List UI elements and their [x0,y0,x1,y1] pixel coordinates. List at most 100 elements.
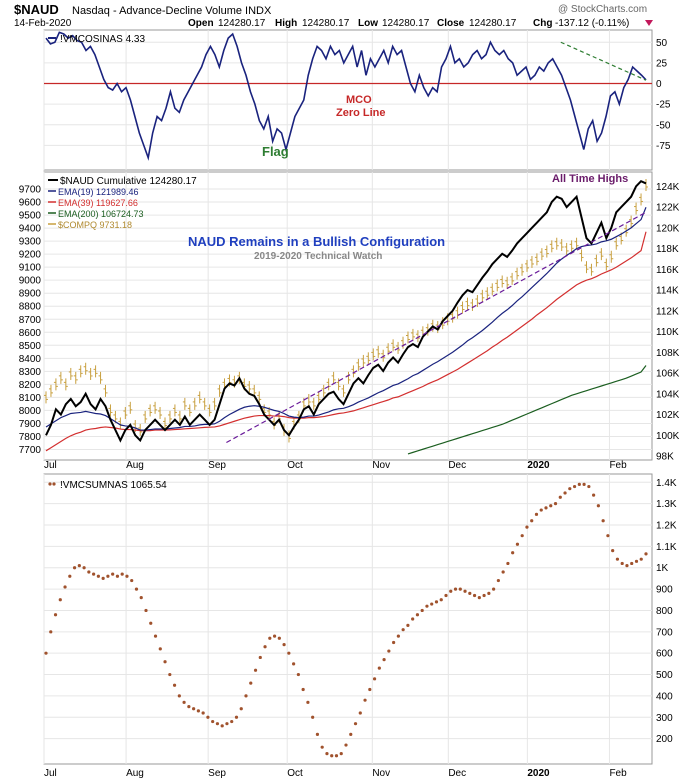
sum-y-tick: 900 [656,585,673,596]
price-left-tick: 8200 [19,380,42,391]
sum-point [525,525,529,529]
mco-y-tick: 50 [656,38,668,49]
close-value: 124280.17 [469,18,517,29]
sum-point [96,574,100,578]
sum-point [482,593,486,598]
price-right-tick: 122K [656,203,680,214]
x-tick-label: Jul [44,460,57,471]
sum-point [515,542,520,546]
sum-point [330,754,334,758]
price-left-tick: 7800 [19,432,42,443]
sum-point [468,591,472,595]
sum-point [587,484,591,489]
compq-bars [44,178,648,443]
sum-point [292,662,296,666]
x-tick-label: 2020 [527,460,550,471]
sum-point [139,596,143,600]
price-left-tick: 9400 [19,224,42,235]
sum-point [420,608,424,613]
sum-point [387,649,391,653]
date: 14-Feb-2020 [14,18,72,29]
mco-legend: !VMCOSINAS 4.33 [60,34,145,45]
sum-y-tick: 500 [656,670,673,681]
sum-point [644,552,648,556]
symbol: $NAUD [14,2,59,17]
sum-point [287,651,291,655]
sum-point [558,495,562,499]
sum-point [272,634,277,638]
sum-legend-swatch-2 [52,482,56,486]
sum-point [634,559,639,563]
sum-point [230,719,234,724]
high-label: High [275,18,297,29]
price-right-tick: 110K [656,327,679,338]
low-label: Low [358,18,378,29]
sum-point [449,589,453,593]
price-right-tick: 98K [656,452,674,463]
down-arrow-icon [645,20,653,26]
sum-legend: !VMCSUMNAS 1065.54 [60,480,167,491]
sum-point [49,630,53,634]
x-tick-label: Oct [287,768,303,779]
mco-trendline [560,41,647,81]
mco-y-tick: 25 [656,58,668,69]
sum-point [353,722,358,726]
sum-point [444,593,448,598]
ema200-line [407,365,647,455]
index-name: Nasdaq - Advance-Decline Volume INDX [72,5,272,17]
sum-point [401,628,405,632]
sum-point [192,707,196,711]
sum-point [106,574,110,578]
sum-point [82,566,86,570]
sum-point [320,745,324,749]
sum-point [568,487,572,491]
sum-point [534,512,539,516]
price-legend: $NAUD Cumulative 124280.17 EMA(19) 12198… [48,176,197,230]
sum-point [496,578,500,583]
open-label: Open [188,18,214,29]
sum-point [149,621,153,625]
sum-point [153,634,158,638]
sum-point [630,561,634,566]
sum-point [92,572,96,576]
price-right-tick: 120K [656,223,680,234]
sum-point [501,570,505,574]
price-title: NAUD Remains in a Bullish Configuration [188,234,445,249]
price-right-tick: 114K [656,286,679,297]
sum-point [115,574,120,578]
sum-point [472,593,477,598]
sum-y-tick: 400 [656,691,673,702]
sum-point [453,587,458,591]
sum-point [492,587,496,591]
sum-point [125,574,129,578]
sum-point [615,557,620,561]
mco-panel [43,29,653,171]
sum-y-tick: 1.2K [656,521,677,532]
price-left-tick: 9000 [19,276,42,287]
legend-ema19: EMA(19) 121989.46 [58,187,139,197]
price-left-tick: 8700 [19,315,42,326]
x-tick-label: Dec [448,768,466,779]
sum-point [172,683,177,687]
sum-legend-swatch [48,482,52,486]
mco-y-tick: -75 [656,141,671,152]
sum-point [301,687,305,692]
sum-point [349,732,353,736]
price-left-tick: 9100 [19,263,42,274]
sum-point [101,576,105,581]
sum-point [215,722,220,726]
sum-point [577,482,581,487]
price-left-tick: 8300 [19,367,42,378]
sum-point [201,711,205,715]
legend-ema39: EMA(39) 119627.66 [58,198,138,208]
sum-point [520,534,524,538]
sum-point [268,636,272,640]
sum-point [368,687,372,692]
sum-point [601,519,605,523]
price-left-tick: 8800 [19,302,42,313]
sum-point [544,506,548,510]
sum-point [415,613,420,617]
sum-point [392,640,396,645]
sum-y-tick: 700 [656,627,673,638]
